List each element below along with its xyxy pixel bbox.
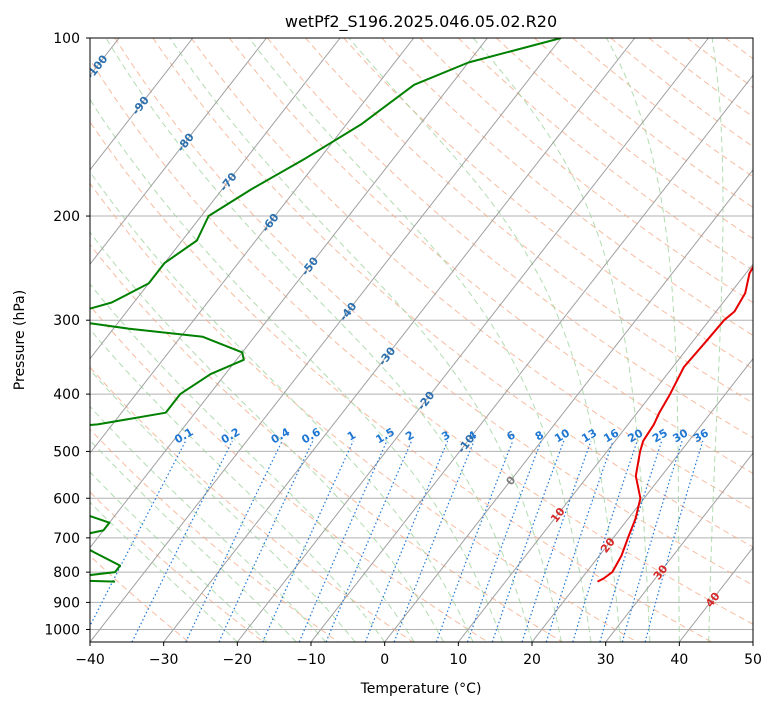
x-tick-label: 10: [449, 652, 467, 668]
isotherm-line: [236, 38, 709, 642]
mixing-ratio-line: [599, 440, 663, 642]
dry-adiabat-line: [228, 38, 753, 475]
dewpoint-profile-line: [90, 38, 562, 583]
y-tick-label: 300: [53, 313, 80, 329]
dry-adiabat-line: [90, 58, 753, 625]
moist-adiabat-line: [348, 38, 621, 642]
mixing-ratio-line: [621, 440, 683, 642]
moist-adiabat-line: [90, 171, 474, 642]
isotherm-line: [90, 38, 341, 360]
y-tick-label: 900: [53, 595, 80, 611]
x-tick-label: 40: [670, 652, 688, 668]
mixing-ratio-line: [644, 440, 704, 642]
isotherms: [90, 38, 753, 642]
isotherm-line: [457, 263, 753, 642]
isotherm-line: [163, 38, 636, 642]
moist-adiabat-line: [90, 369, 356, 642]
chart-title: wetPf2_S196.2025.046.05.02.R20: [285, 12, 557, 32]
isotherm-line: [384, 168, 753, 642]
dry-adiabat-line: [90, 121, 712, 642]
mixing-ratio-line: [545, 440, 614, 642]
mixing-ratio-line: [325, 440, 413, 642]
moist-adiabat-line: [90, 439, 297, 642]
temperature-profile-line: [597, 265, 753, 583]
dry-adiabat-line: [90, 555, 190, 642]
y-tick-label: 500: [53, 444, 80, 460]
dry-adiabat-line: [90, 491, 264, 642]
x-tick-label: 20: [523, 652, 541, 668]
isotherm-line: [90, 38, 415, 454]
dry-adiabat-line: [90, 243, 563, 642]
moist-adiabat-line: [90, 471, 268, 642]
isotherm-line: [90, 38, 194, 171]
moist-adiabats: [90, 38, 724, 642]
isotherm-line: [90, 38, 267, 266]
y-tick-label: 1000: [44, 622, 80, 638]
isotherm-line: [90, 38, 562, 642]
y-tick-label: 700: [53, 531, 80, 547]
mixing-ratio-line: [572, 440, 638, 642]
x-tick-label: 50: [744, 652, 762, 668]
mixing-ratio-line: [435, 440, 514, 642]
mixing-ratio-line: [262, 440, 354, 642]
moist-adiabat-line: [606, 38, 680, 642]
y-tick-label: 600: [53, 491, 80, 507]
moist-adiabat-line: [105, 38, 533, 642]
dry-adiabat-line: [305, 38, 753, 404]
y-tick-label: 400: [53, 387, 80, 403]
x-tick-label: 30: [597, 652, 615, 668]
x-tick-label: 0: [380, 652, 389, 668]
mixing-ratio-lines: [90, 440, 704, 642]
isotherm-line: [90, 38, 488, 549]
plot-area: [90, 38, 753, 642]
moist-adiabat-line: [90, 328, 386, 642]
moist-adiabat-line: [90, 231, 445, 642]
y-tick-label: 200: [53, 209, 80, 225]
x-tick-label: −40: [75, 652, 105, 668]
isotherm-line: [531, 357, 753, 642]
x-tick-label: −30: [149, 652, 179, 668]
dry-adiabat-line: [90, 305, 488, 642]
x-axis-title: Temperature (°C): [360, 681, 482, 697]
moist-adiabat-line: [169, 38, 562, 642]
profile-series: [90, 38, 753, 583]
moist-adiabat-line: [90, 98, 503, 642]
mixing-ratio-line: [131, 440, 233, 642]
moist-adiabat-line: [472, 38, 651, 642]
dry-adiabat-line: [190, 38, 753, 511]
y-axis-title: Pressure (hPa): [12, 290, 28, 390]
mixing-ratio-line: [298, 440, 388, 642]
y-tick-label: 800: [53, 565, 80, 581]
dry-adiabat-line: [267, 38, 753, 439]
dry-adiabat-line: [90, 428, 339, 642]
moist-adiabat-line: [90, 405, 327, 642]
isotherm-line: [310, 74, 753, 642]
moist-adiabat-line: [90, 501, 238, 642]
plot-frame: [89, 37, 754, 643]
isotherm-line: [605, 452, 753, 642]
moist-adiabat-line: [248, 38, 592, 642]
mixing-ratio-line: [466, 440, 542, 642]
y-tick-label: 100: [53, 31, 80, 47]
x-tick-label: −20: [223, 652, 253, 668]
x-tick-label: −10: [296, 652, 326, 668]
moist-adiabat-line: [708, 38, 724, 642]
